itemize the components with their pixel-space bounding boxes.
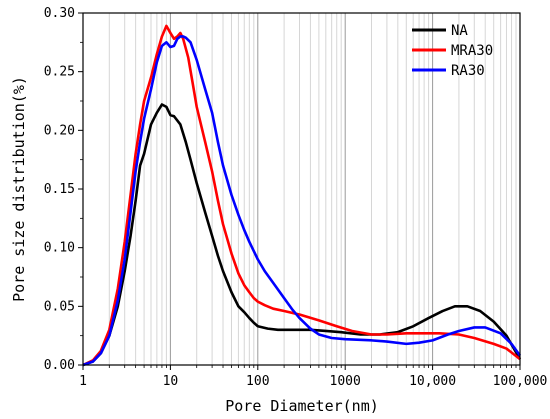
legend-label-na: NA [451, 23, 468, 39]
axis-ticks [78, 12, 521, 370]
y-tick-label: 0.00 [44, 358, 75, 373]
series-line-mra30 [82, 24, 521, 367]
legend-label-mra30: MRA30 [451, 43, 493, 59]
y-tick-label: 0.10 [44, 241, 75, 256]
x-tick-label: 1 [79, 374, 87, 389]
y-tick-label: 0.20 [44, 123, 75, 138]
y-tick-label: 0.05 [44, 299, 75, 314]
axis-tick-labels: 1 10 100 1000 10,000 100,000 0.00 0.05 0.10 0.15 0… [44, 6, 548, 389]
x-tick-label: 1000 [330, 374, 361, 389]
x-axis-label: Pore Diameter(nm) [225, 397, 379, 415]
x-tick-label: 100,000 [493, 374, 548, 389]
series-lines [82, 24, 522, 367]
x-tick-label: 10,000 [409, 374, 456, 389]
y-axis-label: Pore size distribution(%) [10, 76, 28, 302]
series-line-na [82, 103, 522, 367]
y-tick-label: 0.15 [44, 182, 75, 197]
legend: NA MRA30 RA30 [412, 23, 493, 79]
series-line-ra30 [82, 35, 522, 367]
y-tick-label: 0.25 [44, 65, 75, 80]
legend-label-ra30: RA30 [451, 63, 485, 79]
x-tick-label: 100 [246, 374, 269, 389]
y-tick-label: 0.30 [44, 6, 75, 21]
x-tick-label: 10 [163, 374, 179, 389]
